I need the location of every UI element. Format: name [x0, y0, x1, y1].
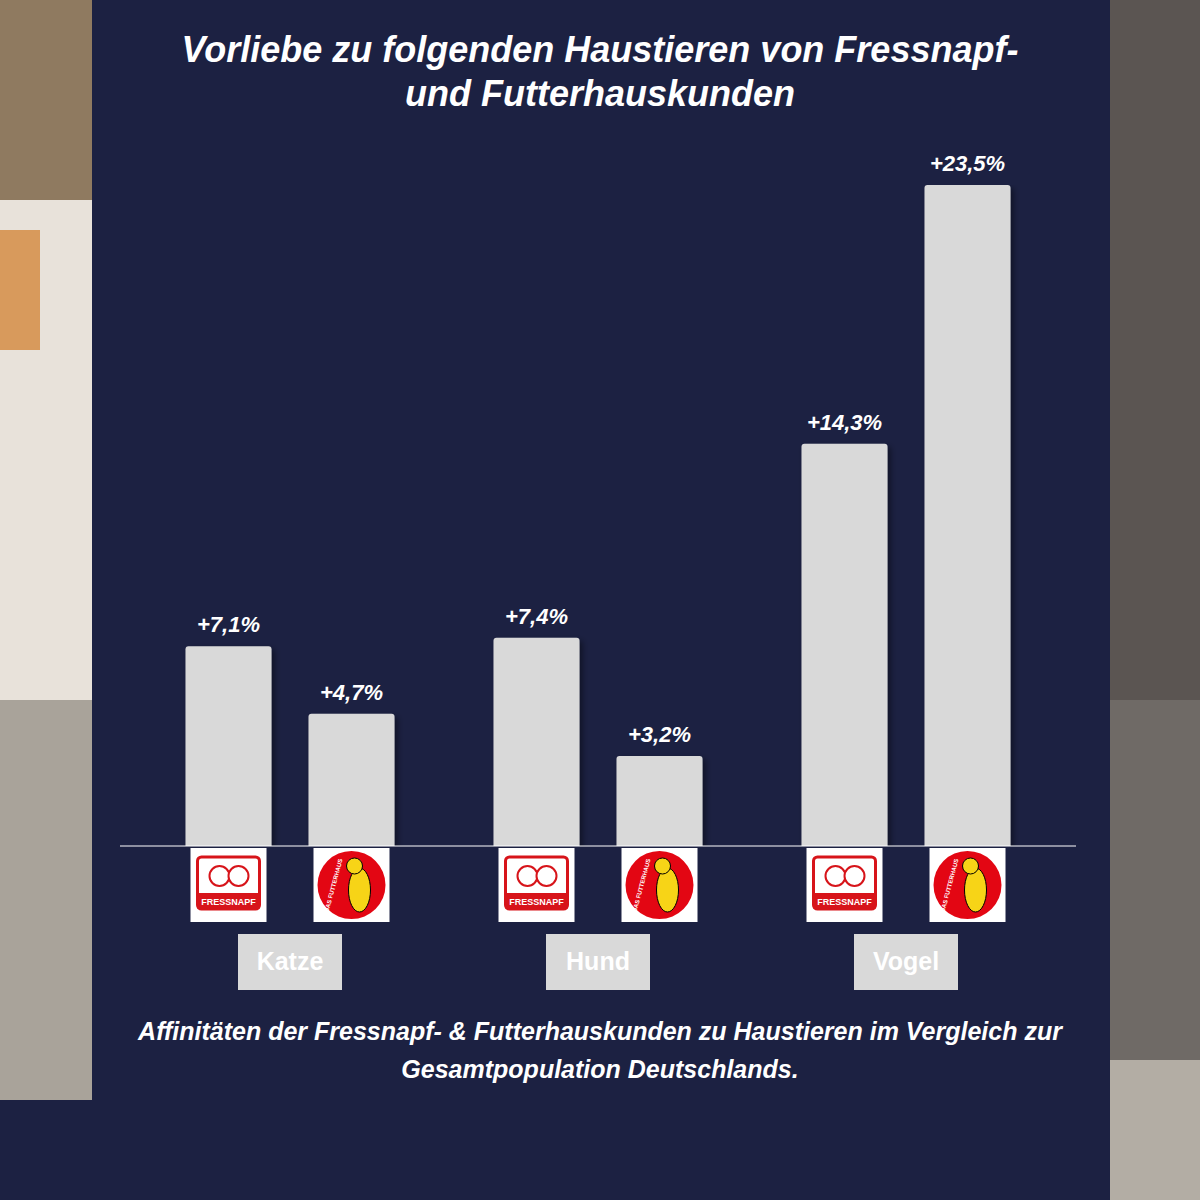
logo-frame [814, 857, 876, 909]
logo-dog [965, 868, 987, 912]
logo-circle [626, 851, 694, 919]
photo-left-cat [0, 200, 92, 700]
data-label: +14,3% [807, 410, 882, 435]
series-logo: DAS FUTTERHAUS [930, 848, 1006, 922]
logo-bg [930, 848, 1006, 922]
bar [494, 638, 580, 846]
category-label: Hund [566, 947, 630, 975]
panel [92, 0, 1110, 1200]
logo-dog [229, 866, 249, 886]
category-box [854, 934, 958, 990]
logo-cat [518, 866, 538, 886]
logo-bg [191, 848, 267, 922]
photo-right-floor [1110, 1060, 1200, 1200]
logo-bg [499, 848, 575, 922]
logo-cat [826, 866, 846, 886]
category-label: Katze [257, 947, 324, 975]
category: Hund [546, 934, 650, 990]
logo-dog [657, 868, 679, 912]
category: Vogel [854, 934, 958, 990]
logo-dog-head [347, 858, 363, 874]
logo-band [814, 893, 876, 909]
data-label: +23,5% [930, 151, 1005, 176]
bar [186, 646, 272, 846]
logo-frame [506, 857, 568, 909]
logo-circle [318, 851, 386, 919]
background [0, 0, 1200, 1200]
photo-right [1110, 0, 1200, 1200]
series-logo: FRESSNAPF [499, 848, 575, 922]
logo-circle [934, 851, 1002, 919]
photo-left-floor [0, 700, 92, 1100]
legend-label: DAS FUTTERHAUS [632, 858, 652, 913]
subtitle: Affinitäten der Fressnapf- & Futterhausk… [100, 1012, 1100, 1088]
logo-dog-head [963, 858, 979, 874]
bar [925, 185, 1011, 846]
data-label: +7,4% [505, 604, 568, 629]
data-label: +4,7% [320, 680, 383, 705]
bar [802, 444, 888, 846]
logo-frame [198, 857, 260, 909]
logo-dog-head [655, 858, 671, 874]
logo-bg [807, 848, 883, 922]
bar [617, 756, 703, 846]
series-logo: FRESSNAPF [807, 848, 883, 922]
category: Katze [238, 934, 342, 990]
logo-bg [314, 848, 390, 922]
data-label: +3,2% [628, 722, 691, 747]
category-box [546, 934, 650, 990]
legend-label: FRESSNAPF [201, 897, 256, 907]
bars [186, 185, 1011, 846]
logo-dog [349, 868, 371, 912]
series-logo: DAS FUTTERHAUS [622, 848, 698, 922]
logo-bg [622, 848, 698, 922]
logo-cat [210, 866, 230, 886]
logo-dog [537, 866, 557, 886]
legend-label: FRESSNAPF [509, 897, 564, 907]
data-label: +7,1% [197, 612, 260, 637]
data-labels: +7,1% +7,4% +14,3% +4,7% +3,2% +23,5% [197, 151, 1005, 747]
logos: FRESSNAPF DAS FUTTERHAUS FRESSNAPF DAS FUTT… [191, 848, 1006, 922]
bar [309, 714, 395, 846]
photo-left-cat-ear [0, 230, 40, 350]
series-logo: DAS FUTTERHAUS [314, 848, 390, 922]
category-box [238, 934, 342, 990]
title: Vorliebe zu folgenden Haustieren von Fre… [160, 28, 1040, 116]
logo-band [506, 893, 568, 909]
legend-label: FRESSNAPF [817, 897, 872, 907]
photo-left [0, 0, 92, 1100]
page: +7,1% +7,4% +14,3% +4,7% +3,2% +23,5% FRESSNAP… [0, 0, 1200, 1200]
legend-label: DAS FUTTERHAUS [324, 858, 344, 913]
logo-band [198, 893, 260, 909]
legend-label: DAS FUTTERHAUS [940, 858, 960, 913]
baseline [120, 846, 1076, 847]
series-logo: FRESSNAPF [191, 848, 267, 922]
logo-dog [845, 866, 865, 886]
photo-right-door [1110, 0, 1200, 700]
category-label: Vogel [873, 947, 939, 975]
